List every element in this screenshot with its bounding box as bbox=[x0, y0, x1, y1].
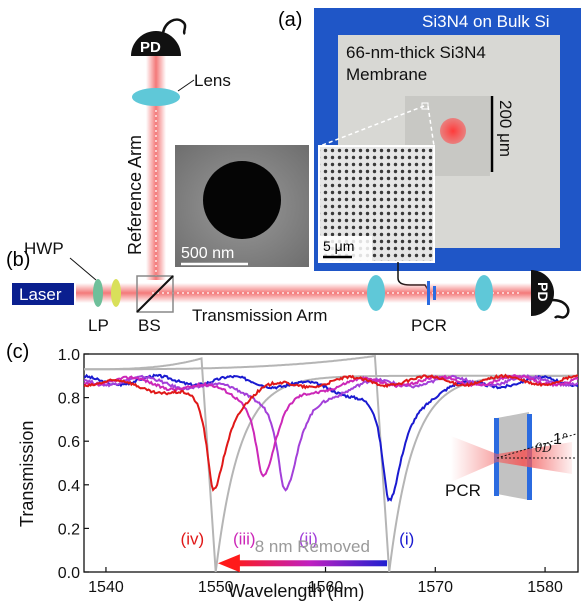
y-tick-label: 0.4 bbox=[58, 478, 80, 495]
hwp-icon bbox=[93, 279, 103, 307]
panel-label-c: (c) bbox=[6, 341, 29, 363]
measured-curve-4 bbox=[84, 373, 578, 492]
measured-group bbox=[84, 373, 578, 503]
panel-label-a: (a) bbox=[278, 9, 302, 31]
measured-curve-3 bbox=[84, 374, 578, 478]
y-tick-label: 0.8 bbox=[58, 391, 80, 408]
x-tick-label: 1570 bbox=[417, 579, 453, 596]
photodetector-top-icon bbox=[131, 31, 181, 56]
sem-scale-label: 500 nm bbox=[181, 245, 234, 262]
y-axis-label: Transmission bbox=[17, 421, 37, 527]
laser-box bbox=[12, 283, 74, 305]
transmission-chart: 1540 1550 1560 1570 1580 0.0 0.2 0.4 0.6 0.8 1.0 (i… bbox=[58, 347, 579, 596]
photodetector-right-wire bbox=[551, 298, 570, 319]
x-tick-label: 1560 bbox=[308, 579, 344, 596]
x-tick-label: 1550 bbox=[198, 579, 234, 596]
y-tick-label: 1.0 bbox=[58, 347, 80, 364]
micrograph-title: Si3N4 on Bulk Si bbox=[422, 12, 550, 31]
membrane-label-line2: Membrane bbox=[346, 65, 427, 84]
hwp-pointer bbox=[69, 257, 97, 281]
laser-spot bbox=[440, 118, 466, 144]
lens-left-icon bbox=[367, 275, 385, 311]
zoom-marker bbox=[421, 102, 429, 110]
reference-arm-label: Reference Arm bbox=[125, 135, 145, 255]
scale-bar-200-label: 200 μm bbox=[496, 100, 515, 157]
lens-top-icon bbox=[132, 88, 180, 106]
series-label-4: (iv) bbox=[181, 529, 205, 548]
beam-splitter-diagonal bbox=[136, 275, 174, 313]
sem-hole bbox=[203, 161, 281, 239]
y-tick-label: 0.2 bbox=[58, 521, 80, 538]
removal-arrow-head bbox=[217, 554, 240, 573]
x-tick-label: 1540 bbox=[88, 579, 124, 596]
beam-splitter-icon bbox=[136, 275, 174, 313]
removal-arrow-shaft bbox=[232, 560, 387, 567]
y-tick-label: 0.0 bbox=[58, 565, 80, 582]
lens-right-icon bbox=[475, 275, 493, 311]
pcr-inset-beam bbox=[451, 436, 572, 482]
pd-right-label: PD bbox=[535, 282, 551, 301]
pcr-icon-bar2 bbox=[433, 286, 436, 300]
x-tick-label: 1580 bbox=[527, 579, 563, 596]
series-label-2: (ii) bbox=[299, 529, 318, 548]
lens-pointer bbox=[177, 79, 195, 92]
pcr-inset-tilt bbox=[496, 433, 577, 459]
theta-label: θD bbox=[535, 441, 552, 455]
transmission-arm-label: Transmission Arm bbox=[192, 306, 327, 325]
lp-icon bbox=[111, 279, 121, 307]
series-label-3: (iii) bbox=[233, 529, 256, 548]
pcr-label: PCR bbox=[411, 316, 447, 335]
photodetector-top-wire bbox=[161, 18, 187, 36]
pcr-inset-label: PCR bbox=[445, 481, 481, 500]
plot-frame bbox=[83, 353, 579, 573]
x-axis-label: Wavelength (nm) bbox=[228, 581, 364, 601]
hwp-label: HWP bbox=[24, 239, 64, 258]
pcr-icon-bar1 bbox=[427, 281, 430, 305]
series-label-1: (i) bbox=[399, 529, 414, 548]
measured-curve-2 bbox=[84, 373, 578, 492]
inset-scale-label: 5 μm bbox=[323, 238, 354, 254]
photodetector-right-icon bbox=[531, 270, 554, 316]
bs-label: BS bbox=[138, 316, 161, 335]
angle-label: 1° bbox=[553, 431, 568, 448]
zoom-line-left bbox=[319, 105, 425, 147]
panel-label-b: (b) bbox=[6, 249, 30, 271]
removal-arrow-label: 8 nm Removed bbox=[255, 537, 370, 556]
laser-label: Laser bbox=[19, 285, 62, 304]
lens-label: Lens bbox=[194, 71, 231, 90]
lp-label: LP bbox=[88, 316, 109, 335]
pd-top-label: PD bbox=[140, 39, 161, 56]
membrane-label-line1: 66-nm-thick Si3N4 bbox=[346, 43, 486, 62]
y-tick-label: 0.6 bbox=[58, 434, 80, 451]
